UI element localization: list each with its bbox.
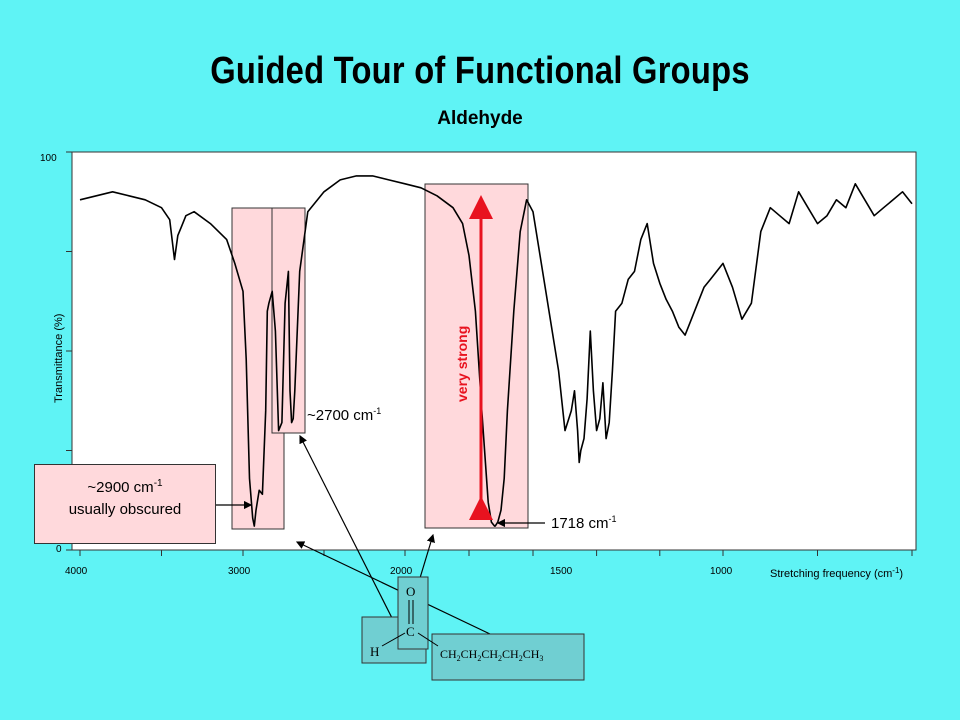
x-tick-label-1500: 1500 xyxy=(550,566,573,577)
molecule-chain-box xyxy=(431,633,585,681)
x-tick-label-1000: 1000 xyxy=(710,566,733,577)
annotation-2700: ~2700 cm-1 xyxy=(307,406,381,424)
x-axis-ticks xyxy=(79,550,913,556)
connector-co-to-1718 xyxy=(419,533,435,579)
spectrum-line xyxy=(79,175,913,527)
connector-ch-to-2900 xyxy=(295,541,491,635)
y-tick-label-100: 100 xyxy=(40,153,57,164)
connector-h-to-2700 xyxy=(299,434,393,619)
x-tick-label-2000: 2000 xyxy=(390,566,413,577)
x-axis-label: Stretching frequency (cm-1) xyxy=(770,566,903,580)
atom-h: H xyxy=(370,644,379,659)
annotation-2900-line1: ~2900 cm-1 xyxy=(87,478,163,497)
annotation-2900-box: ~2900 cm-1 usually obscured xyxy=(34,464,216,544)
very-strong-label: very strong xyxy=(454,326,470,402)
atom-o: O xyxy=(406,584,415,599)
y-axis-ticks xyxy=(66,151,72,551)
bond-c-chain xyxy=(417,632,439,647)
bond-c-h xyxy=(381,632,406,647)
page-title: Guided Tour of Functional Groups xyxy=(210,50,750,92)
y-tick-label-0: 0 xyxy=(56,544,62,555)
atom-c: C xyxy=(406,624,415,639)
alkyl-chain: CH2CH2CH2CH2CH3 xyxy=(440,647,543,663)
x-tick-label-3000: 3000 xyxy=(228,566,251,577)
page-subtitle: Aldehyde xyxy=(437,108,523,129)
y-axis-label: Transmittance (%) xyxy=(53,314,65,403)
annotation-2900-line2: usually obscured xyxy=(68,501,182,518)
x-tick-label-4000: 4000 xyxy=(65,566,88,577)
highlight-1718-band xyxy=(424,183,529,529)
annotation-1718: 1718 cm-1 xyxy=(551,514,617,532)
